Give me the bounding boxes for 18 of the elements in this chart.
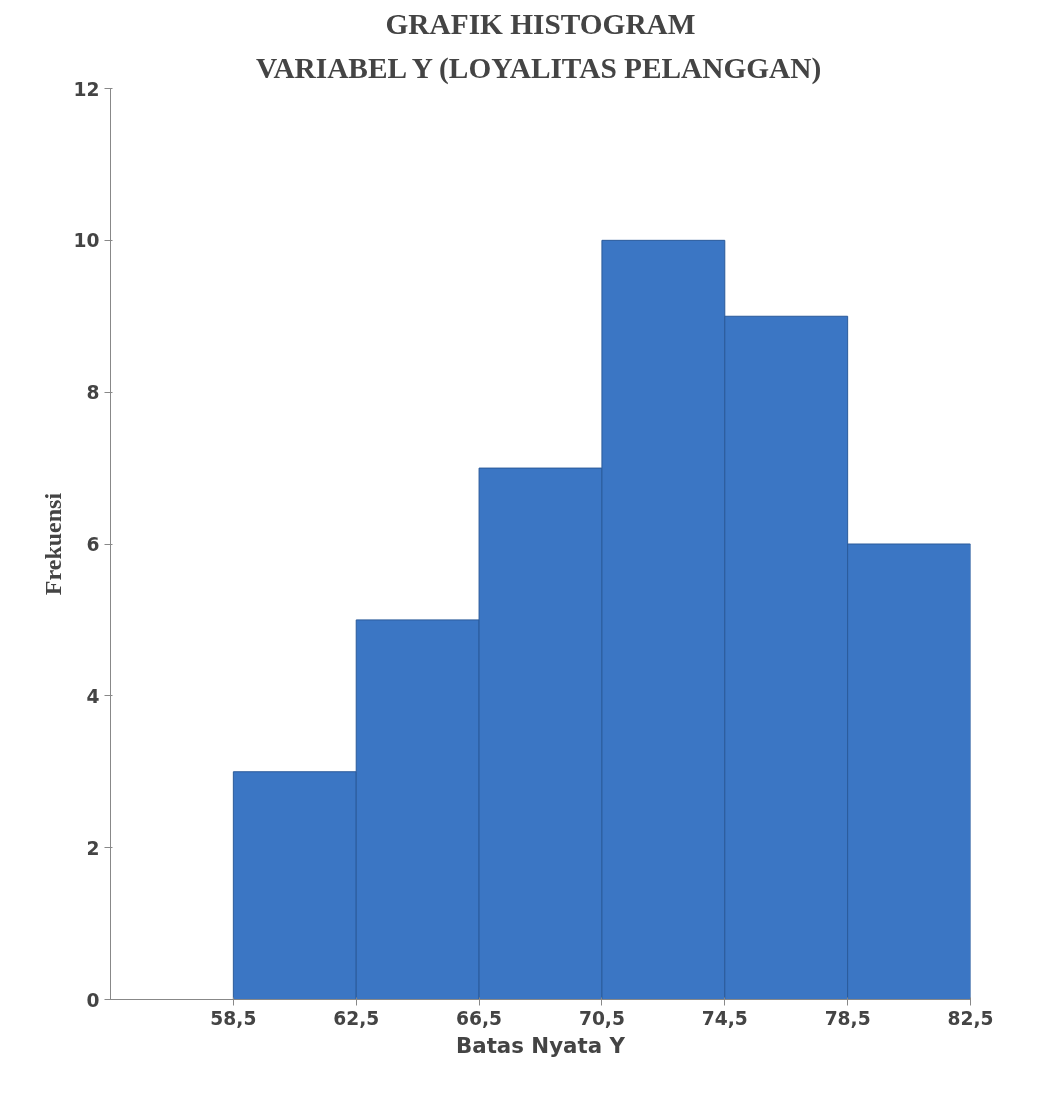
y-tick-label: 0	[86, 989, 100, 1011]
x-tick-label: 74,5	[701, 1007, 748, 1029]
x-axis-title: Batas Nyata Y	[456, 1032, 626, 1058]
y-tick-label: 6	[86, 534, 100, 555]
y-tick-label: 2	[86, 837, 100, 859]
x-tick-label: 70,5	[578, 1007, 625, 1029]
x-tick-label: 58,5	[210, 1007, 257, 1029]
x-tick-label: 62,5	[333, 1007, 380, 1029]
x-tick-label: 82,5	[947, 1007, 994, 1029]
y-axis-title: Frekuensi	[39, 492, 66, 596]
y-tick-label: 10	[73, 230, 100, 252]
x-tick-label: 66,5	[456, 1007, 503, 1029]
chart-subtitle: VARIABEL Y (LOYALITAS PELANGGAN)	[255, 51, 822, 85]
chart-title: GRAFIK HISTOGRAM	[385, 7, 696, 40]
y-tick-label: 4	[86, 685, 100, 707]
x-tick-label: 78,5	[824, 1007, 871, 1029]
y-tick-label: 8	[86, 382, 100, 404]
y-tick-label: 12	[73, 78, 100, 100]
